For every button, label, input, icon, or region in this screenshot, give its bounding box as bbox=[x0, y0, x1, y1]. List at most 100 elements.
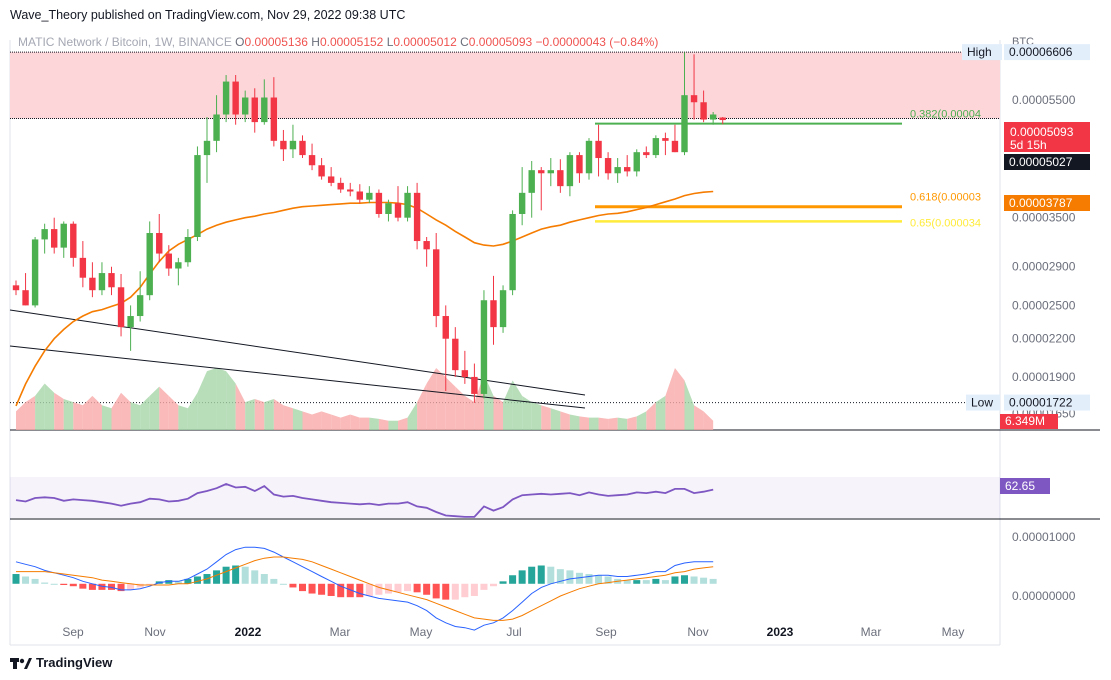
candle-body[interactable] bbox=[394, 203, 402, 218]
macd-hist-bar bbox=[404, 583, 412, 592]
candle-body[interactable] bbox=[60, 223, 67, 248]
candle-body[interactable] bbox=[480, 300, 488, 394]
trendline-upper[interactable] bbox=[9, 309, 586, 396]
candle-body[interactable] bbox=[261, 97, 268, 123]
candle-body[interactable] bbox=[356, 191, 363, 200]
candle-body[interactable] bbox=[643, 152, 650, 156]
candle-body[interactable] bbox=[614, 167, 621, 174]
candle-body[interactable] bbox=[681, 95, 688, 153]
candle-body[interactable] bbox=[662, 138, 669, 141]
candle-body[interactable] bbox=[461, 370, 469, 377]
candle-body[interactable] bbox=[327, 176, 335, 183]
candle-body[interactable] bbox=[175, 262, 182, 269]
trendline-lower[interactable] bbox=[9, 345, 586, 409]
candle-body[interactable] bbox=[509, 213, 516, 291]
volume-bar bbox=[455, 386, 465, 430]
time-axis-label: May bbox=[942, 625, 965, 639]
candle-body[interactable] bbox=[108, 273, 115, 288]
candle-body[interactable] bbox=[308, 155, 316, 166]
price-axis-tick: 0.00002500 bbox=[1012, 298, 1076, 312]
candle-body[interactable] bbox=[184, 237, 192, 263]
candle-body[interactable] bbox=[413, 192, 421, 242]
candle-body[interactable] bbox=[136, 295, 144, 317]
macd-hist-bar bbox=[117, 583, 125, 592]
candle-body[interactable] bbox=[251, 97, 258, 123]
candle-body[interactable] bbox=[624, 167, 631, 172]
candle-body[interactable] bbox=[242, 97, 249, 115]
candle-body[interactable] bbox=[633, 152, 640, 172]
candle-body[interactable] bbox=[547, 170, 554, 174]
candle-body[interactable] bbox=[41, 229, 48, 240]
macd-hist-bar bbox=[384, 583, 392, 594]
tradingview-footer[interactable]: TradingView bbox=[10, 655, 112, 670]
symbol-label[interactable]: MATIC Network / Bitcoin, 1W, BINANCE bbox=[18, 35, 232, 49]
time-axis[interactable]: Sep Nov 2022 Mar May Jul Sep Nov 2023 Mar May bbox=[62, 625, 964, 639]
candle-body[interactable] bbox=[347, 189, 354, 192]
volume-bar bbox=[464, 395, 475, 430]
candle-body[interactable] bbox=[499, 290, 507, 328]
candle-body[interactable] bbox=[375, 192, 383, 214]
volume-bar bbox=[426, 368, 437, 430]
candle-body[interactable] bbox=[652, 138, 660, 156]
candle-body[interactable] bbox=[203, 140, 211, 156]
candle-body[interactable] bbox=[51, 229, 58, 248]
volume-bar bbox=[292, 408, 303, 430]
candle-body[interactable] bbox=[442, 316, 449, 339]
candle-body[interactable] bbox=[366, 192, 373, 200]
candle-body[interactable] bbox=[337, 182, 344, 190]
candle-body[interactable] bbox=[528, 170, 535, 193]
volume-bar bbox=[522, 395, 532, 430]
candle-body[interactable] bbox=[156, 233, 163, 254]
candle-body[interactable] bbox=[194, 155, 201, 238]
volume-bar bbox=[378, 418, 389, 430]
candle-body[interactable] bbox=[433, 249, 440, 317]
candle-body[interactable] bbox=[595, 140, 602, 159]
candle-body[interactable] bbox=[79, 257, 87, 278]
macd-hist-bar bbox=[127, 583, 135, 590]
candle-body[interactable] bbox=[70, 223, 77, 258]
candle-body[interactable] bbox=[117, 287, 125, 328]
candle-body[interactable] bbox=[690, 95, 698, 103]
candle-body[interactable] bbox=[604, 158, 612, 174]
candle-body[interactable] bbox=[22, 290, 29, 306]
candle-body[interactable] bbox=[289, 140, 297, 150]
candle-body[interactable] bbox=[585, 140, 593, 174]
candle-body[interactable] bbox=[165, 253, 172, 269]
candle-body[interactable] bbox=[671, 140, 679, 153]
candle-body[interactable] bbox=[270, 97, 278, 141]
candle-body[interactable] bbox=[318, 165, 325, 177]
macd-hist-bar bbox=[575, 572, 583, 584]
candle-body[interactable] bbox=[576, 155, 583, 174]
candle-body[interactable] bbox=[423, 241, 430, 250]
volume-bar bbox=[168, 395, 179, 430]
candle-body[interactable] bbox=[146, 233, 153, 296]
candle-body[interactable] bbox=[719, 117, 726, 121]
candle-body[interactable] bbox=[709, 114, 717, 120]
candle-body[interactable] bbox=[12, 285, 20, 291]
candle-body[interactable] bbox=[471, 376, 478, 394]
candle-body[interactable] bbox=[518, 192, 526, 214]
candle-body[interactable] bbox=[222, 81, 230, 115]
high-value: 0.00005152 bbox=[319, 35, 384, 49]
macd-hist-bar bbox=[88, 583, 96, 590]
candle-body[interactable] bbox=[280, 140, 287, 150]
candle-body[interactable] bbox=[299, 140, 306, 156]
candle-body[interactable] bbox=[31, 239, 39, 306]
volume-bar bbox=[636, 411, 647, 430]
candle-body[interactable] bbox=[127, 316, 134, 328]
candle-body[interactable] bbox=[700, 102, 707, 120]
time-axis-label: May bbox=[410, 625, 433, 639]
candle-body[interactable] bbox=[385, 203, 392, 214]
candle-body[interactable] bbox=[452, 338, 459, 371]
candle-body[interactable] bbox=[538, 170, 545, 174]
candle-body[interactable] bbox=[213, 114, 220, 141]
candle-body[interactable] bbox=[566, 155, 574, 187]
candle-body[interactable] bbox=[490, 300, 497, 328]
candle-body[interactable] bbox=[89, 277, 96, 291]
candle-body[interactable] bbox=[557, 170, 564, 187]
candle-body[interactable] bbox=[404, 192, 411, 218]
price-axis[interactable]: BTC0.000066060.000055000.000035000.00002… bbox=[1012, 36, 1076, 603]
candle-body[interactable] bbox=[98, 273, 106, 291]
candle-body[interactable] bbox=[232, 81, 239, 115]
